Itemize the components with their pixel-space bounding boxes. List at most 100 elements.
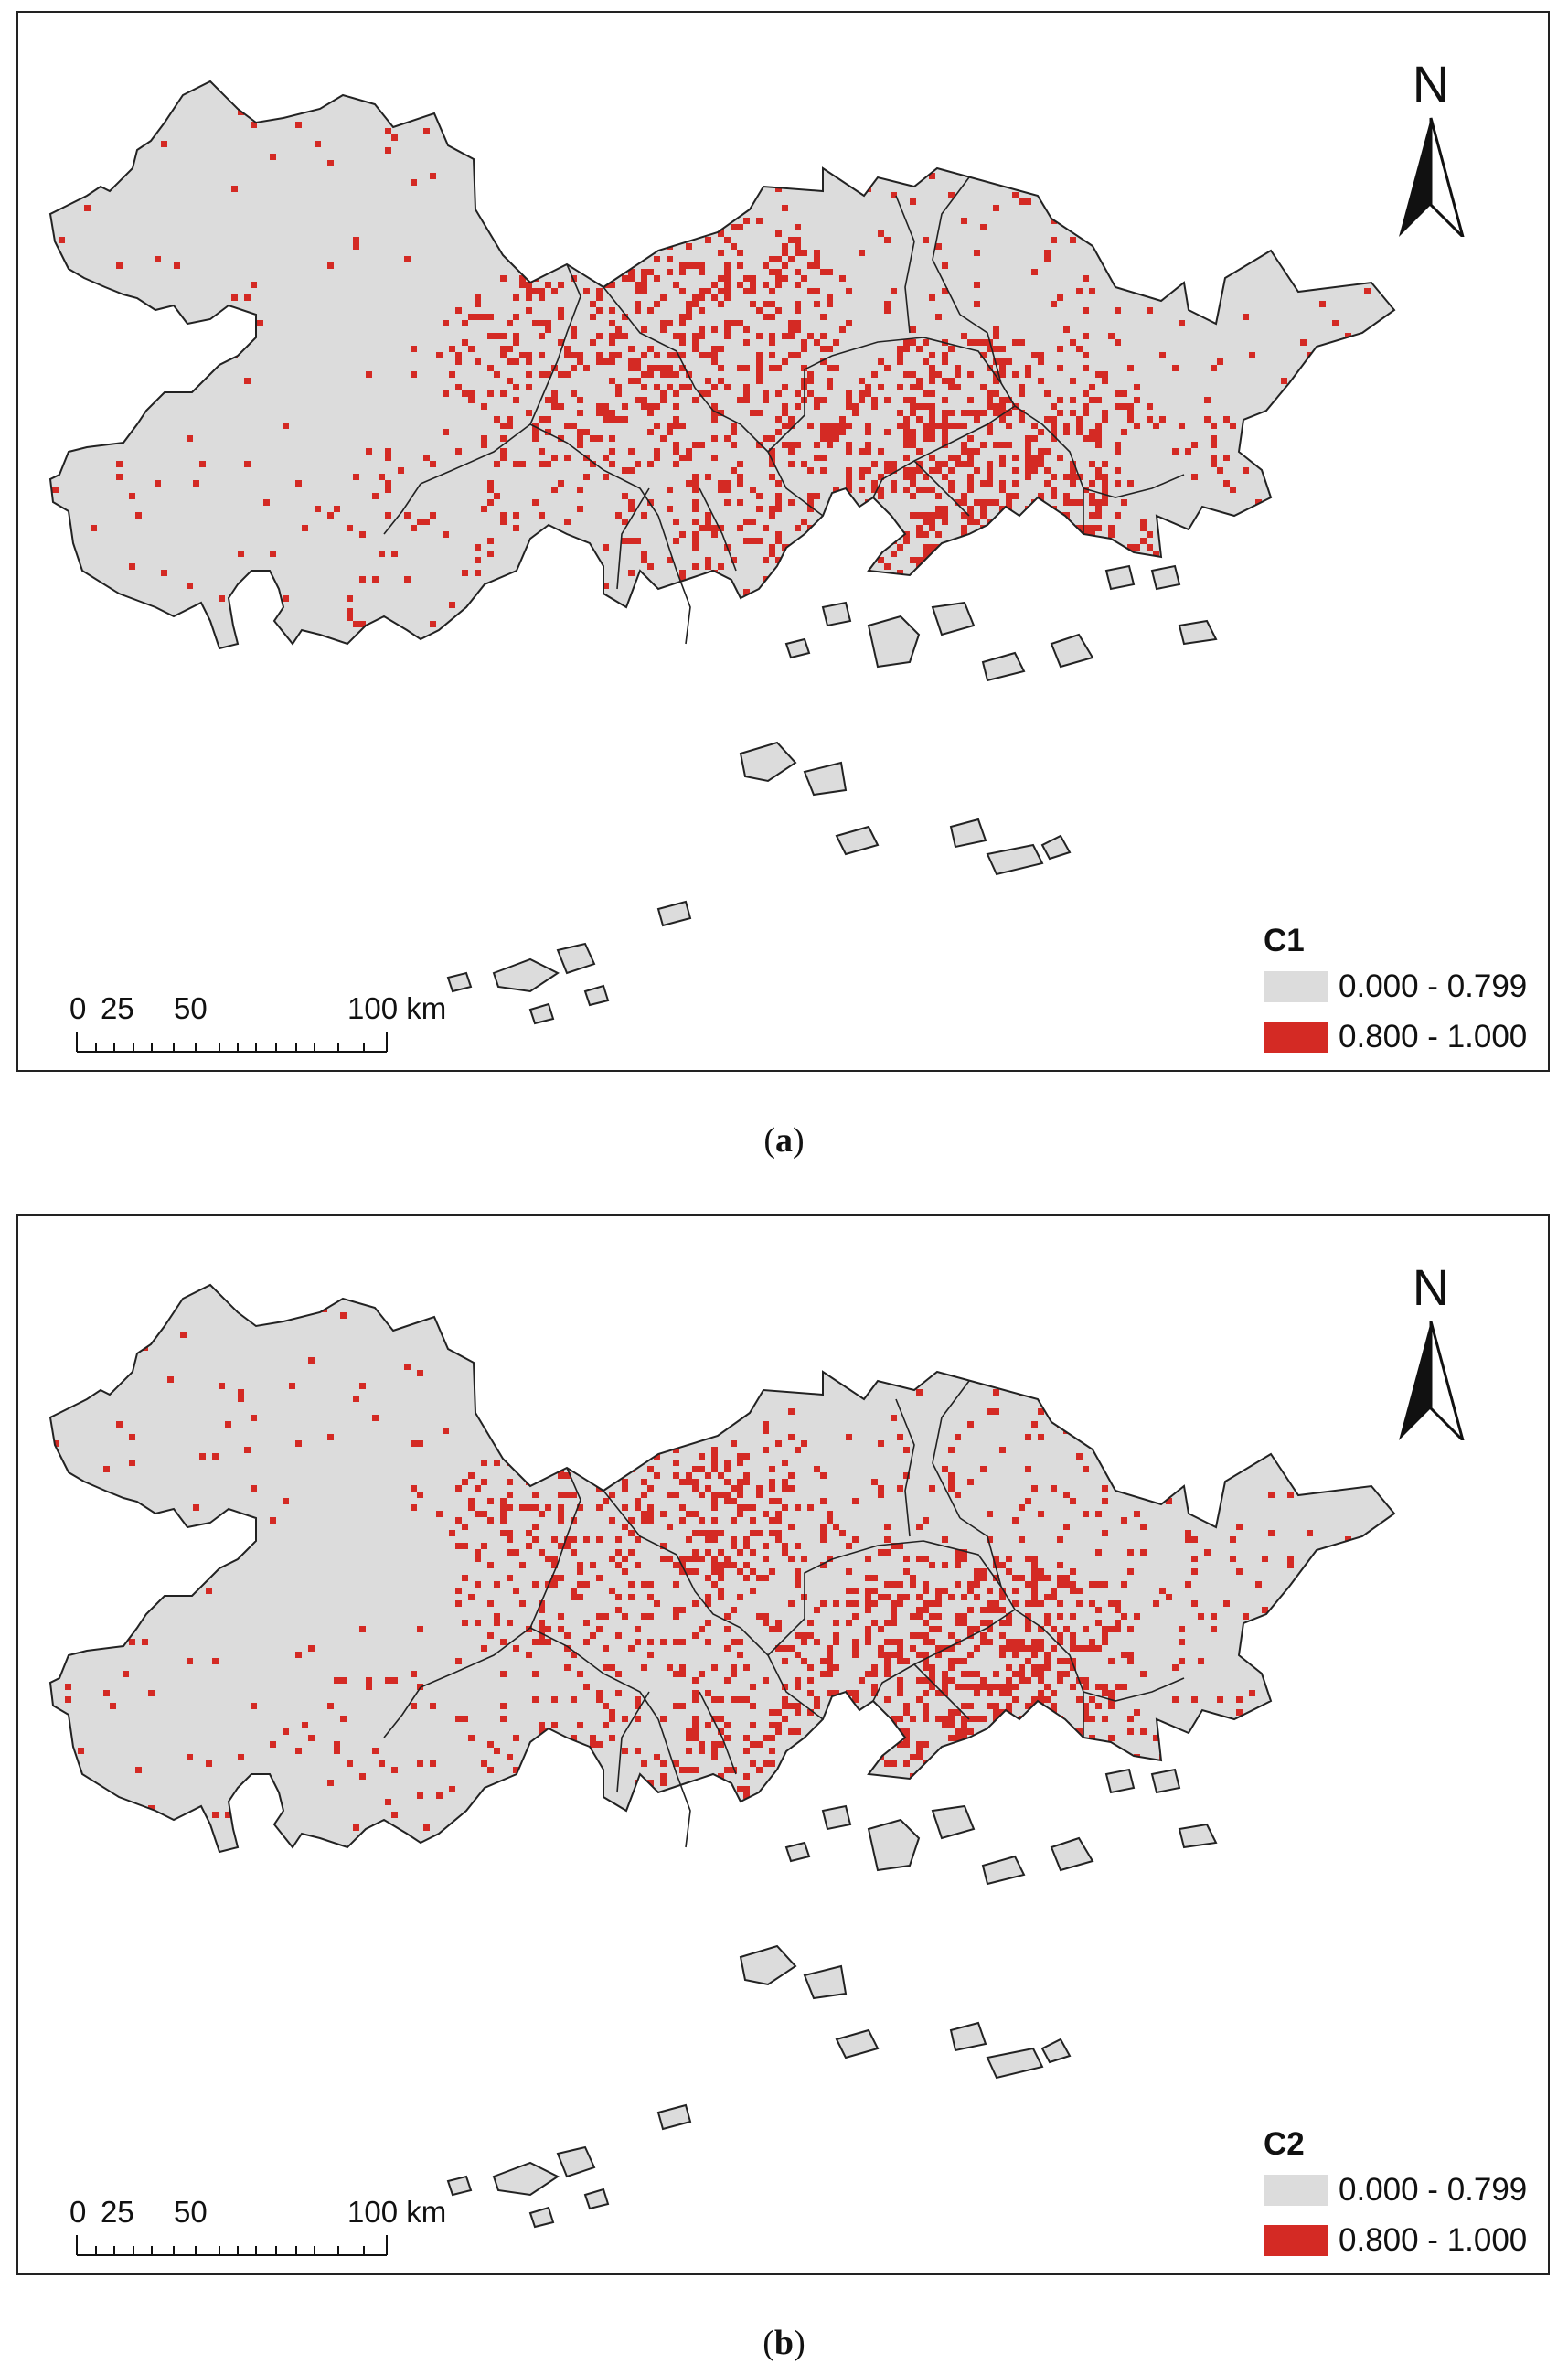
scale-label-0: 0 bbox=[69, 2195, 87, 2229]
island bbox=[1178, 1823, 1218, 1849]
scale-label-100: 100 km bbox=[347, 991, 447, 1025]
legend-swatch-high bbox=[1264, 1022, 1328, 1053]
city-boundary bbox=[529, 423, 659, 517]
city-boundary bbox=[383, 1686, 421, 1738]
island bbox=[739, 741, 797, 783]
city-boundary bbox=[831, 1540, 1016, 1610]
map-canvas-a bbox=[48, 80, 1396, 1025]
north-arrow-icon bbox=[1399, 117, 1465, 237]
caption-a: (a) bbox=[0, 1120, 1568, 1161]
island bbox=[656, 2103, 692, 2131]
scale-bar-ruler bbox=[76, 1032, 388, 1053]
city-boundary bbox=[959, 1517, 1002, 1588]
city-boundary bbox=[420, 423, 531, 485]
map-panel-a: N C1 0.000 - 0.799 0.800 - 1.000 0 25 50… bbox=[16, 11, 1550, 1072]
island bbox=[492, 2161, 560, 2197]
island bbox=[1104, 564, 1136, 591]
island bbox=[556, 942, 596, 975]
city-boundary bbox=[767, 1654, 824, 1720]
city-boundary bbox=[657, 1718, 691, 1848]
legend-label-low: 0.000 - 0.799 bbox=[1339, 968, 1528, 1004]
legend-label-high: 0.800 - 1.000 bbox=[1339, 1019, 1528, 1054]
legend-title: C1 bbox=[1264, 923, 1305, 958]
city-boundary bbox=[616, 1691, 650, 1793]
island bbox=[986, 2047, 1044, 2080]
island bbox=[446, 2175, 473, 2197]
island bbox=[1040, 2038, 1072, 2064]
city-boundary bbox=[529, 263, 581, 425]
island bbox=[981, 651, 1026, 682]
city-boundary bbox=[767, 1558, 833, 1656]
island bbox=[784, 637, 811, 659]
legend-item-high: 0.800 - 1.000 bbox=[1264, 1019, 1527, 1055]
scale-bar-b: 0 25 50 100 km bbox=[69, 2195, 446, 2268]
city-boundary bbox=[699, 1691, 737, 1775]
city-boundary bbox=[1083, 474, 1185, 498]
city-boundary bbox=[872, 405, 1016, 498]
city-boundary bbox=[529, 1467, 581, 1629]
city-boundary bbox=[529, 1627, 659, 1720]
legend-label-high: 0.800 - 1.000 bbox=[1339, 2222, 1528, 2258]
island bbox=[583, 984, 610, 1007]
map-canvas-b bbox=[48, 1283, 1396, 2229]
north-letter: N bbox=[1412, 55, 1450, 112]
region-outline bbox=[48, 1283, 1396, 1854]
city-boundary bbox=[1014, 405, 1084, 534]
island bbox=[949, 2021, 987, 2052]
island bbox=[583, 2188, 610, 2210]
map-layer bbox=[48, 80, 1396, 1025]
island bbox=[492, 957, 560, 993]
city-boundary bbox=[913, 1663, 970, 1720]
city-boundary bbox=[767, 355, 833, 453]
north-arrow-b: N bbox=[1390, 1257, 1472, 1440]
island bbox=[784, 1841, 811, 1863]
island bbox=[528, 1002, 555, 1025]
island bbox=[986, 843, 1044, 876]
city-boundary bbox=[959, 314, 1002, 384]
scale-label-50: 50 bbox=[174, 991, 208, 1025]
city-boundary bbox=[603, 1490, 769, 1656]
caption-close: ) bbox=[793, 1121, 805, 1160]
legend-title: C2 bbox=[1264, 2126, 1305, 2162]
island bbox=[981, 1855, 1026, 1886]
scale-label-100: 100 km bbox=[347, 2195, 447, 2229]
island bbox=[1178, 619, 1218, 646]
legend-swatch-low bbox=[1264, 971, 1328, 1002]
city-boundary bbox=[895, 1398, 915, 1537]
island bbox=[1050, 1836, 1094, 1872]
island bbox=[867, 615, 921, 669]
island bbox=[528, 2206, 555, 2229]
legend-item-high: 0.800 - 1.000 bbox=[1264, 2222, 1527, 2259]
caption-open: ( bbox=[763, 2324, 774, 2362]
caption-close: ) bbox=[794, 2324, 805, 2362]
island bbox=[1104, 1768, 1136, 1794]
caption-b: (b) bbox=[0, 2323, 1568, 2363]
island bbox=[835, 825, 880, 856]
map-layer bbox=[48, 1283, 1396, 2229]
city-boundary bbox=[1083, 1677, 1185, 1702]
legend-swatch-low bbox=[1264, 2175, 1328, 2206]
scale-label-0: 0 bbox=[69, 991, 87, 1025]
north-letter: N bbox=[1412, 1258, 1450, 1316]
scale-bar-ruler bbox=[76, 2235, 388, 2256]
caption-letter-a: a bbox=[775, 1121, 793, 1160]
city-boundary bbox=[603, 286, 769, 453]
north-arrow-a: N bbox=[1390, 54, 1472, 237]
caption-open: ( bbox=[763, 1121, 775, 1160]
island bbox=[931, 1804, 976, 1840]
legend-item-low: 0.000 - 0.799 bbox=[1264, 2172, 1527, 2209]
island bbox=[931, 601, 976, 636]
scale-label-50: 50 bbox=[174, 2195, 208, 2229]
city-boundary bbox=[932, 176, 970, 316]
island bbox=[656, 900, 692, 927]
island bbox=[1150, 1768, 1181, 1794]
scale-label-25: 25 bbox=[101, 991, 134, 1025]
city-boundary bbox=[913, 460, 970, 517]
legend-label-low: 0.000 - 0.799 bbox=[1339, 2172, 1528, 2208]
caption-letter-b: b bbox=[773, 2324, 795, 2362]
island bbox=[446, 971, 473, 993]
island bbox=[739, 1944, 797, 1986]
island bbox=[1040, 834, 1072, 861]
scale-bar-a: 0 25 50 100 km bbox=[69, 991, 446, 1064]
city-boundary bbox=[383, 483, 421, 535]
